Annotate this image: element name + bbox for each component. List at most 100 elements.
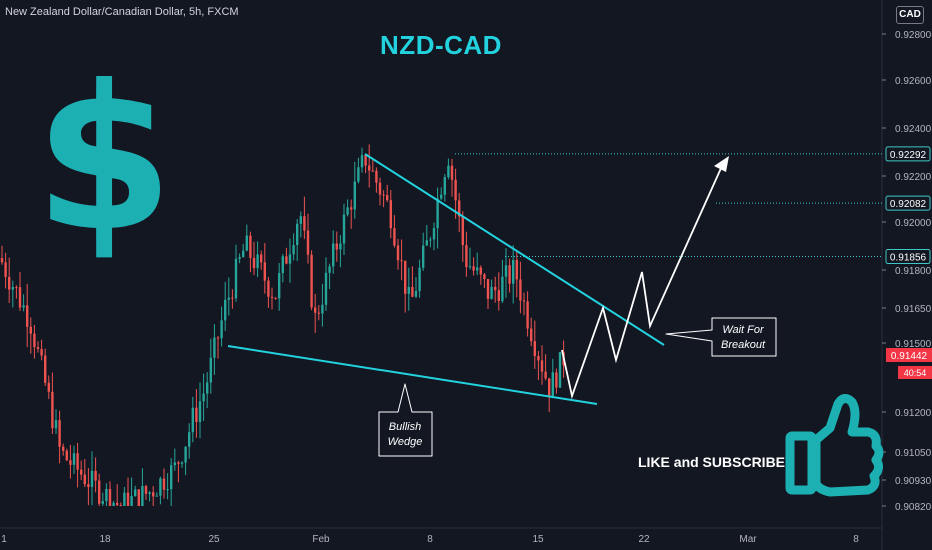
- candle-body: [299, 216, 302, 224]
- candle-body: [346, 207, 349, 215]
- candle-body: [281, 256, 284, 274]
- candle-body: [501, 276, 504, 302]
- candle-body: [123, 492, 126, 506]
- candle-body: [350, 207, 353, 210]
- candle-body: [108, 488, 112, 506]
- price-tick-label: 0.90930: [895, 476, 932, 487]
- candle-body: [278, 273, 281, 299]
- price-tick-label: 0.91050: [895, 448, 932, 459]
- candle-body: [65, 450, 68, 461]
- candle-body: [209, 357, 212, 383]
- candle-body: [357, 167, 360, 182]
- candle-body: [483, 274, 486, 280]
- candle-body: [544, 371, 547, 379]
- time-tick-label: Mar: [739, 534, 757, 545]
- candle-body: [324, 272, 328, 305]
- candle-body: [447, 165, 450, 178]
- candle-body: [130, 495, 133, 506]
- candle-body: [371, 170, 374, 172]
- candle-body: [144, 486, 148, 494]
- candle-body: [375, 170, 378, 183]
- candle-body: [328, 266, 331, 273]
- candle-body: [404, 260, 407, 294]
- candle-body: [321, 304, 324, 314]
- candle-body: [90, 470, 94, 487]
- candle-body: [202, 393, 205, 402]
- price-tick-label: 0.91800: [895, 266, 932, 277]
- candle-body: [353, 181, 356, 210]
- currency-badge[interactable]: CAD: [896, 6, 924, 24]
- candle-body: [260, 254, 263, 263]
- candle-body: [188, 432, 191, 447]
- candle-body: [497, 290, 500, 302]
- candle-body: [386, 195, 389, 201]
- candle-body: [454, 179, 457, 201]
- candle-body: [396, 245, 400, 261]
- candle-body: [418, 267, 421, 291]
- candle-body: [22, 305, 25, 308]
- candle-body: [101, 501, 104, 504]
- candle-body: [238, 257, 241, 259]
- time-tick-label: 15: [532, 534, 544, 545]
- candle-body: [436, 198, 439, 229]
- candle-body: [80, 469, 83, 475]
- candle-body: [72, 453, 76, 465]
- candle-body: [137, 489, 140, 506]
- candle-body: [155, 495, 158, 497]
- candle-body: [47, 382, 50, 392]
- candle-body: [26, 305, 29, 327]
- candles-group: [0, 144, 565, 507]
- candle-body: [256, 254, 259, 269]
- candle-body: [440, 194, 443, 199]
- candle-body: [414, 290, 418, 297]
- breakout-callout: [665, 317, 777, 357]
- candle-body: [152, 492, 155, 497]
- candle-body: [382, 194, 385, 196]
- price-levels-group: 0.92292 0.92082 0.91856: [455, 146, 931, 265]
- candle-body: [170, 465, 173, 490]
- candle-body: [360, 155, 364, 168]
- candle-body: [58, 420, 61, 447]
- candle-body: [105, 488, 108, 502]
- candle-body: [51, 391, 54, 429]
- candle-body: [216, 337, 220, 339]
- time-tick-label: 22: [638, 534, 650, 545]
- candle-body: [162, 478, 166, 490]
- candle-body: [519, 279, 522, 301]
- candle-body: [393, 228, 396, 246]
- projection-arrowhead: [714, 156, 729, 172]
- price-level-badge: [885, 146, 931, 162]
- candle-body: [173, 462, 176, 466]
- candle-body: [537, 356, 540, 361]
- candle-body: [468, 266, 472, 268]
- candle-body: [364, 155, 367, 166]
- breakout-label-line2: Breakout: [721, 339, 766, 351]
- candle-body: [285, 256, 288, 264]
- candle-body: [270, 296, 274, 298]
- candle-body: [76, 453, 79, 470]
- wedge-upper-line: [364, 153, 665, 346]
- candle-body: [198, 401, 202, 422]
- candle-body: [407, 286, 410, 294]
- candle-body: [314, 307, 317, 313]
- candle-body: [4, 262, 7, 277]
- chart-title: NZD-CAD: [380, 30, 502, 60]
- candle-body: [479, 267, 482, 275]
- candle-body: [533, 341, 536, 357]
- candle-body: [112, 502, 115, 506]
- candle-body: [119, 505, 122, 507]
- candle-body: [231, 297, 234, 299]
- candle-body: [141, 486, 144, 506]
- candle-body: [472, 266, 475, 271]
- candle-body: [306, 230, 310, 255]
- wedge-lower-line: [227, 345, 598, 405]
- candle-body: [15, 287, 18, 289]
- candle-body: [29, 326, 32, 334]
- candle-body: [429, 239, 432, 241]
- candle-body: [54, 420, 58, 429]
- candle-body: [292, 245, 295, 255]
- candle-body: [180, 462, 184, 464]
- candle-body: [342, 214, 346, 244]
